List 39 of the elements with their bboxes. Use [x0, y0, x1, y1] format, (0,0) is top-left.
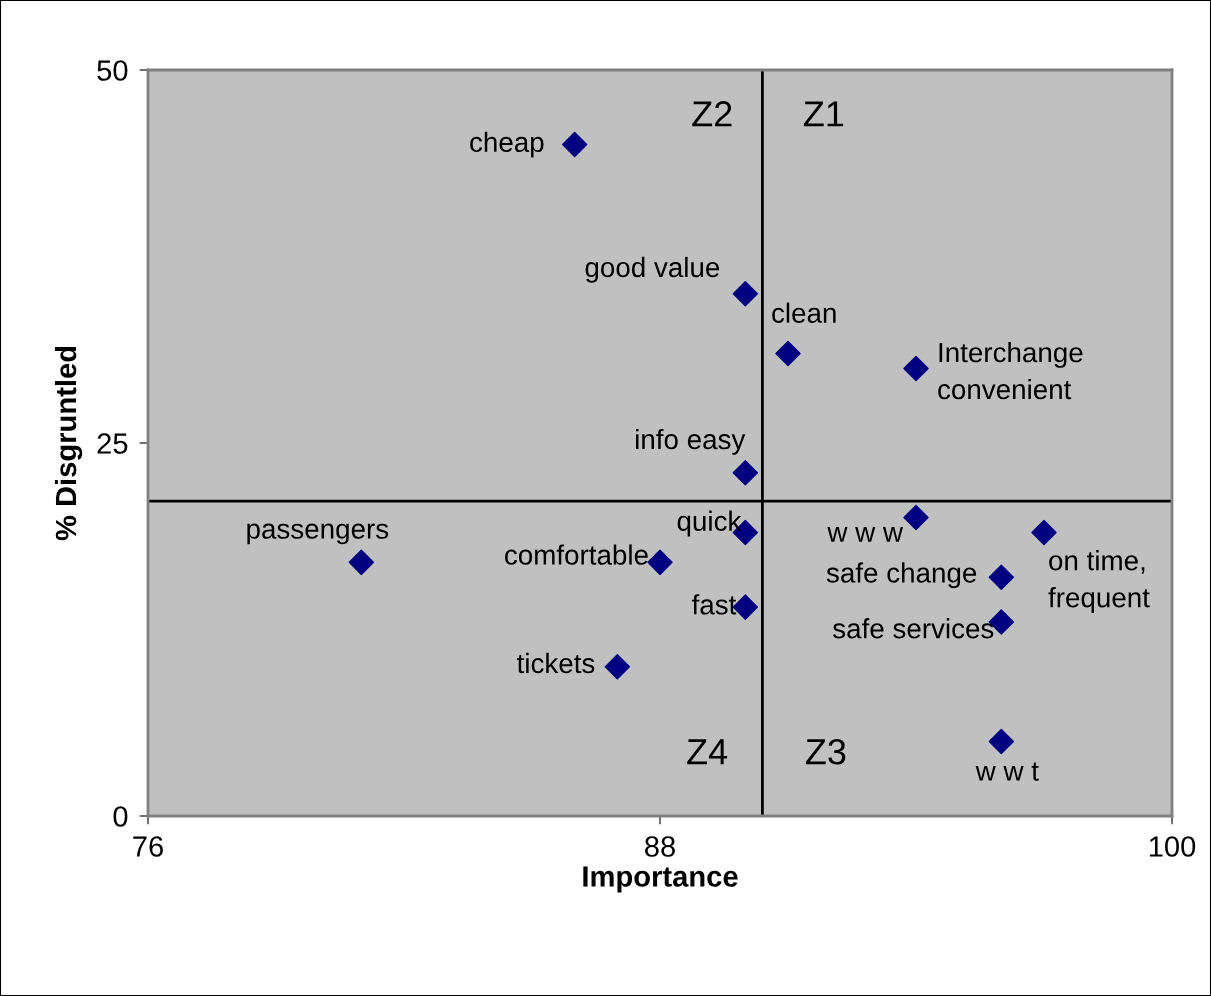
annotation: safe services: [833, 618, 994, 639]
annotation: w w t: [975, 762, 1039, 781]
y-tick-label: 0: [113, 806, 128, 827]
point: [988, 564, 1015, 591]
x-tick-label: 88: [645, 836, 675, 857]
point: [903, 504, 929, 531]
annotation: safe change: [826, 562, 977, 589]
y-tick-label: 25: [97, 433, 128, 454]
y-axis-title: % Disgruntled: [54, 346, 83, 541]
annotation: info easy: [636, 428, 746, 455]
annotation: tickets: [517, 652, 595, 674]
annotation: passengers: [247, 523, 389, 545]
point: [561, 131, 588, 158]
annotation: on time, frequent: [1048, 550, 1150, 613]
annotation: cheap: [470, 131, 544, 158]
x-tick-label: 76: [133, 836, 163, 857]
point: [1031, 519, 1057, 546]
annotation: Interchange convenient: [938, 341, 1083, 400]
x-tick-label: 100: [1149, 836, 1196, 857]
point: [604, 654, 631, 680]
annotation: clean: [772, 302, 836, 323]
annotation: Z1: [803, 101, 844, 127]
annotation: Z4: [687, 739, 728, 765]
point: [775, 340, 801, 367]
annotation: comfortable: [505, 544, 648, 565]
point: [732, 460, 759, 486]
point: [903, 355, 929, 382]
point: [732, 281, 759, 307]
annotation: w w w: [827, 527, 904, 542]
point: [647, 549, 673, 576]
y-tick-label: 50: [97, 60, 128, 81]
point: [348, 549, 375, 576]
annotation: quick: [677, 510, 742, 537]
annotation: good value: [585, 256, 720, 283]
annotation: Z3: [805, 738, 846, 765]
annotation: Z2: [692, 101, 732, 127]
annotation: fast: [691, 594, 737, 615]
x-axis-title: Importance: [583, 866, 738, 893]
point: [988, 728, 1015, 755]
